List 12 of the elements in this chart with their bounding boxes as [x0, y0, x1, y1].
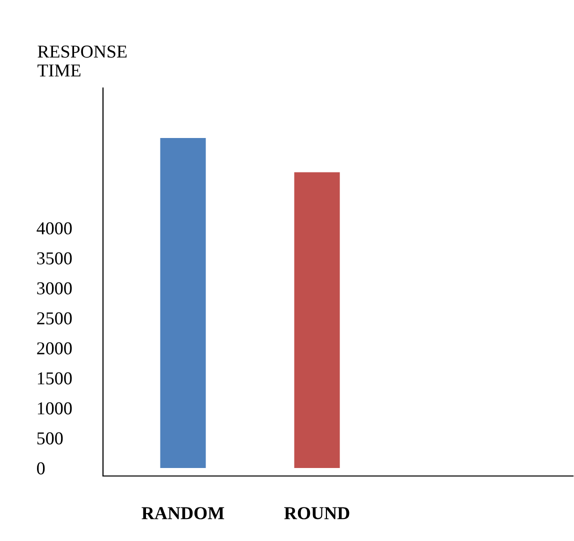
- y-tick-label: 1500: [38, 372, 72, 384]
- x-tick-label: RANDOM: [142, 507, 224, 520]
- y-tick-label: 3000: [37, 282, 72, 294]
- x-tick-label: ROUND: [284, 507, 350, 520]
- y-tick-label: 2000: [37, 342, 72, 354]
- y-tick-label: 2500: [37, 312, 72, 324]
- y-axis-title: RESPONSE TIME: [38, 46, 127, 76]
- y-tick-label: 0: [37, 462, 45, 474]
- y-tick-label: 500: [37, 432, 63, 444]
- y-tick-label: 1000: [38, 402, 72, 414]
- y-tick-label: 4000: [36, 222, 72, 234]
- y-tick-label: 3500: [37, 252, 72, 264]
